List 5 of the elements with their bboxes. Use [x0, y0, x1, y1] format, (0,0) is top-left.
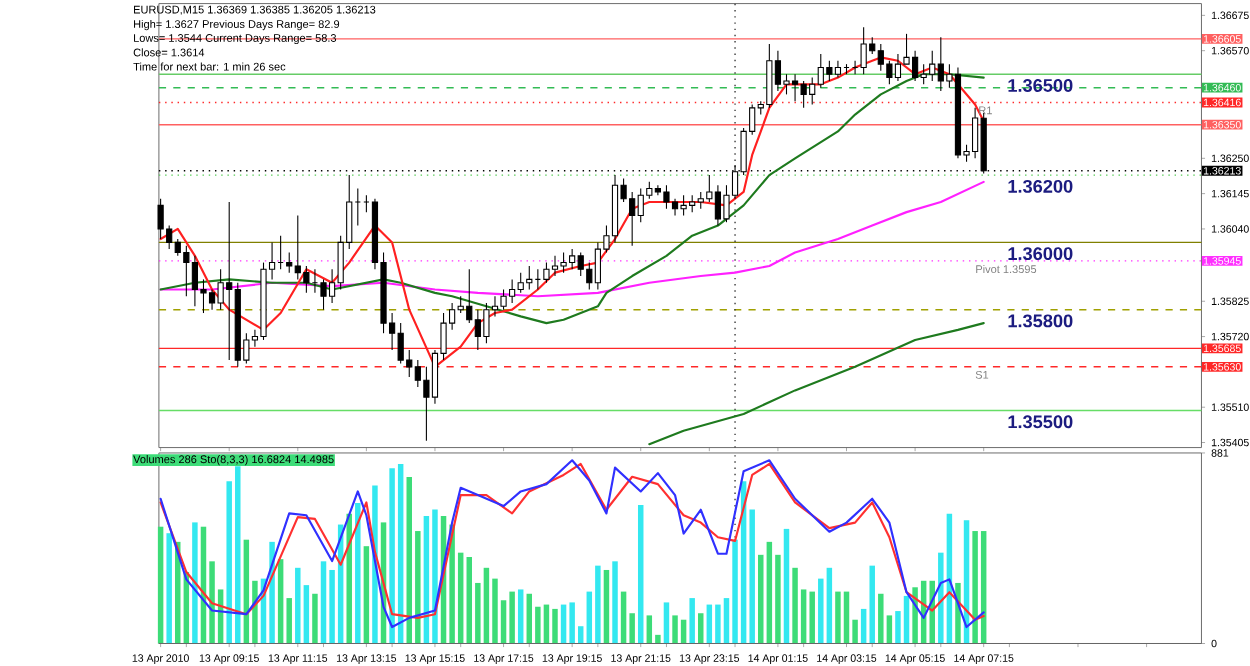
annotation: 1.36200: [1008, 180, 1073, 194]
annotation: 1.36000: [1008, 247, 1073, 261]
annotation: 1.35800: [1008, 314, 1073, 328]
annotation: 1.36500: [1008, 79, 1073, 93]
annotation: 1.35500: [1008, 415, 1073, 429]
